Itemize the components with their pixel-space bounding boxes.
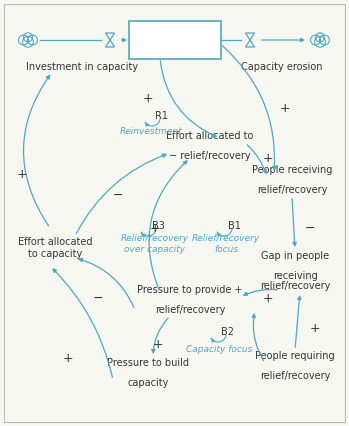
Text: Reinvestment: Reinvestment xyxy=(120,127,182,136)
Text: relief/recovery: relief/recovery xyxy=(260,371,330,381)
Text: +: + xyxy=(263,152,273,164)
Text: B3: B3 xyxy=(151,221,164,231)
Text: Effort allocated to: Effort allocated to xyxy=(166,131,254,141)
Text: Pressure to provide +: Pressure to provide + xyxy=(137,285,243,295)
Text: Relief/recovery
over capacity: Relief/recovery over capacity xyxy=(121,234,189,254)
Text: +: + xyxy=(280,101,290,115)
Text: relief/recovery: relief/recovery xyxy=(257,185,327,195)
Text: receiving: receiving xyxy=(273,271,317,281)
Text: +: + xyxy=(263,291,273,305)
Text: R1: R1 xyxy=(156,111,169,121)
Text: −: − xyxy=(305,222,315,234)
Text: Pressure to build: Pressure to build xyxy=(107,358,189,368)
Text: Effort allocated
to capacity: Effort allocated to capacity xyxy=(18,237,92,259)
Text: People receiving: People receiving xyxy=(252,165,332,175)
Text: Relief/recovery
focus: Relief/recovery focus xyxy=(192,234,260,254)
Text: − relief/recovery: − relief/recovery xyxy=(169,151,251,161)
Text: capacity: capacity xyxy=(127,378,169,388)
Text: relief/recovery: relief/recovery xyxy=(155,305,225,315)
Text: Capacity erosion: Capacity erosion xyxy=(241,62,323,72)
Text: Organizational
capacity: Organizational capacity xyxy=(132,26,218,54)
Text: Gap in people: Gap in people xyxy=(261,251,329,261)
Text: B2: B2 xyxy=(222,327,235,337)
Text: +: + xyxy=(310,322,320,334)
Text: People requiring: People requiring xyxy=(255,351,335,361)
Text: Capacity focus: Capacity focus xyxy=(186,345,252,354)
Text: −: − xyxy=(113,188,123,201)
Text: relief/recovery: relief/recovery xyxy=(260,281,330,291)
Text: +: + xyxy=(17,169,27,181)
Text: B1: B1 xyxy=(228,221,240,231)
Text: +: + xyxy=(150,222,160,234)
Text: +: + xyxy=(63,351,73,365)
Text: −: − xyxy=(93,291,103,305)
FancyBboxPatch shape xyxy=(129,21,221,59)
Text: Investment in capacity: Investment in capacity xyxy=(26,62,138,72)
Text: +: + xyxy=(153,339,163,351)
Text: +: + xyxy=(143,92,153,104)
